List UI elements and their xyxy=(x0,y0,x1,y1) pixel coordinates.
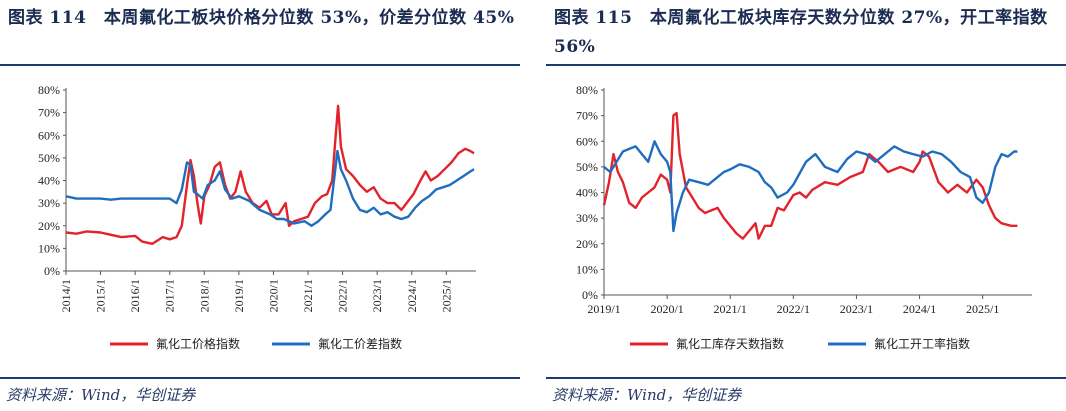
chart-title: 图表 114 本周氟化工板块价格分位数 53%，价差分位数 45% xyxy=(8,8,515,28)
y-tick-label: 60% xyxy=(576,134,598,148)
x-tick-label: 2014/1 xyxy=(59,279,73,312)
footer-rule xyxy=(0,377,520,379)
source-note: 资料来源：Wind，华创证券 xyxy=(6,386,196,404)
x-tick-label: 2020/1 xyxy=(650,302,683,316)
legend-label: 氟化工开工率指数 xyxy=(874,336,970,351)
y-tick-label: 10% xyxy=(38,241,60,255)
y-tick-label: 0% xyxy=(44,264,60,278)
x-tick-label: 2022/1 xyxy=(336,279,350,312)
x-tick-label: 2017/1 xyxy=(163,279,177,312)
x-tick-label: 2018/1 xyxy=(197,279,211,312)
x-tick-label: 2022/1 xyxy=(777,302,810,316)
series-line xyxy=(602,111,1018,240)
y-tick-label: 20% xyxy=(38,219,60,233)
legend: 氟化工库存天数指数 氟化工开工率指数 xyxy=(630,336,970,351)
series-line xyxy=(603,140,1018,233)
x-tick-label: 2025/1 xyxy=(439,279,453,312)
legend-label: 氟化工价差指数 xyxy=(318,336,402,351)
x-tick-label: 2024/1 xyxy=(405,279,419,312)
chart-panel-right: 图表 115 本周氟化工板块库存天数分位数 27%，开工率指数 56% 0% 10… xyxy=(546,0,1066,411)
line-chart-price-spread: 0% 10% 20% 30% 40% 50% 60% 70% 80% 2014/1 2015/1 20… xyxy=(38,83,476,351)
y-tick-label: 10% xyxy=(576,262,598,276)
y-tick-label: 40% xyxy=(576,186,598,200)
y-tick-label: 20% xyxy=(576,237,598,251)
legend-label: 氟化工价格指数 xyxy=(156,336,240,351)
x-tick-label: 2020/1 xyxy=(266,279,280,312)
y-tick-label: 60% xyxy=(38,128,60,142)
source-note: 资料来源：Wind，华创证券 xyxy=(552,386,742,404)
series-line xyxy=(65,149,475,227)
legend: 氟化工价格指数 氟化工价差指数 xyxy=(110,336,402,351)
x-tick-label: 2019/1 xyxy=(232,279,246,312)
x-tick-label: 2025/1 xyxy=(966,302,999,316)
y-tick-label: 40% xyxy=(38,174,60,188)
series-line xyxy=(65,104,475,245)
y-tick-label: 30% xyxy=(576,211,598,225)
chart-title: 图表 115 本周氟化工板块库存天数分位数 27%，开工率指数 56% xyxy=(554,8,1048,57)
legend-label: 氟化工库存天数指数 xyxy=(676,336,784,351)
y-tick-label: 70% xyxy=(38,106,60,120)
line-chart-inventory-utilization: 0% 10% 20% 30% 40% 50% 60% 70% 80% 2019/1 2020/1 20… xyxy=(576,83,1032,351)
footer-rule xyxy=(546,377,1066,379)
y-tick-label: 50% xyxy=(576,160,598,174)
x-tick-label: 2015/1 xyxy=(94,279,108,312)
chart-panel-left: 图表 114 本周氟化工板块价格分位数 53%，价差分位数 45% 0% 10% 2… xyxy=(0,0,520,411)
x-tick-label: 2019/1 xyxy=(587,302,620,316)
x-tick-label: 2021/1 xyxy=(714,302,747,316)
y-tick-label: 50% xyxy=(38,151,60,165)
y-tick-label: 30% xyxy=(38,196,60,210)
y-tick-label: 70% xyxy=(576,109,598,123)
title-rule xyxy=(0,64,520,66)
title-rule xyxy=(546,64,1066,66)
y-tick-label: 0% xyxy=(582,288,598,302)
y-tick-label: 80% xyxy=(38,83,60,97)
x-tick-label: 2021/1 xyxy=(301,279,315,312)
x-tick-label: 2023/1 xyxy=(370,279,384,312)
x-tick-label: 2023/1 xyxy=(840,302,873,316)
x-tick-label: 2016/1 xyxy=(128,279,142,312)
y-tick-label: 80% xyxy=(576,83,598,97)
x-tick-label: 2024/1 xyxy=(903,302,936,316)
